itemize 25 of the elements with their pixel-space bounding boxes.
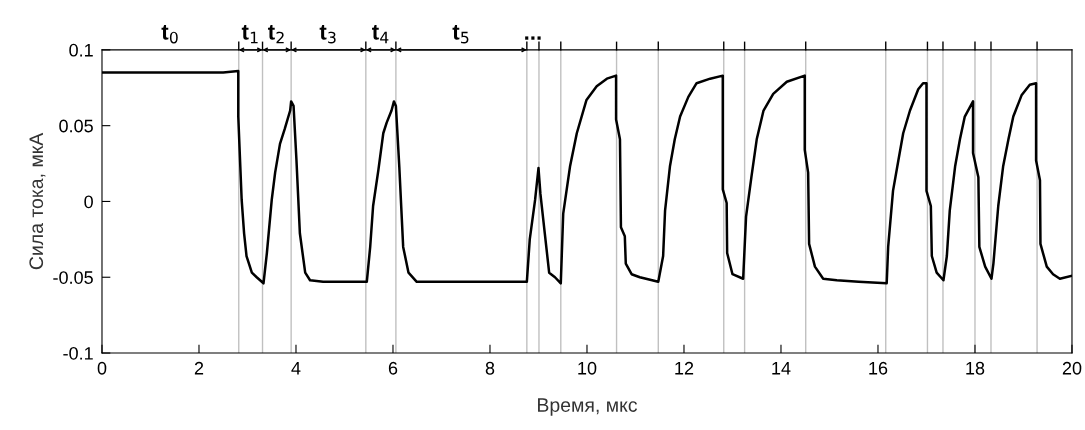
text: t$_{4}$: [372, 25, 389, 44]
text: t$_{0}$: [161, 25, 178, 44]
y-tick-label: 0.1: [69, 43, 93, 57]
text: t$_{1}$: [241, 25, 258, 44]
text: ...: [525, 36, 541, 40]
x-tick-label: 8: [485, 361, 495, 375]
x-tick-label: 10: [578, 361, 597, 375]
x-tick-label: 20: [1062, 361, 1082, 375]
y-tick-label: 0: [84, 195, 93, 209]
x-tick-label: 4: [291, 362, 301, 375]
y-axis-title: Сила тока, мкА: [29, 132, 46, 270]
y-tick-label: -0.1: [63, 346, 93, 360]
x-tick-label: 18: [966, 361, 985, 375]
x-axis-title: Время, мкс: [538, 398, 638, 416]
y-tick-label: -0.05: [53, 271, 93, 284]
text: t$_{2}$: [267, 25, 284, 44]
x-tick-label: 14: [772, 362, 791, 375]
x-tick-label: 12: [675, 361, 694, 375]
x-tick-label: 16: [869, 361, 888, 375]
text: t$_{5}$: [452, 25, 469, 44]
text: t$_{3}$: [319, 25, 336, 44]
x-tick-label: 2: [194, 361, 204, 375]
x-tick-label: 6: [388, 361, 398, 375]
x-tick-label: 0: [97, 361, 107, 375]
y-tick-label: 0.05: [59, 119, 93, 133]
